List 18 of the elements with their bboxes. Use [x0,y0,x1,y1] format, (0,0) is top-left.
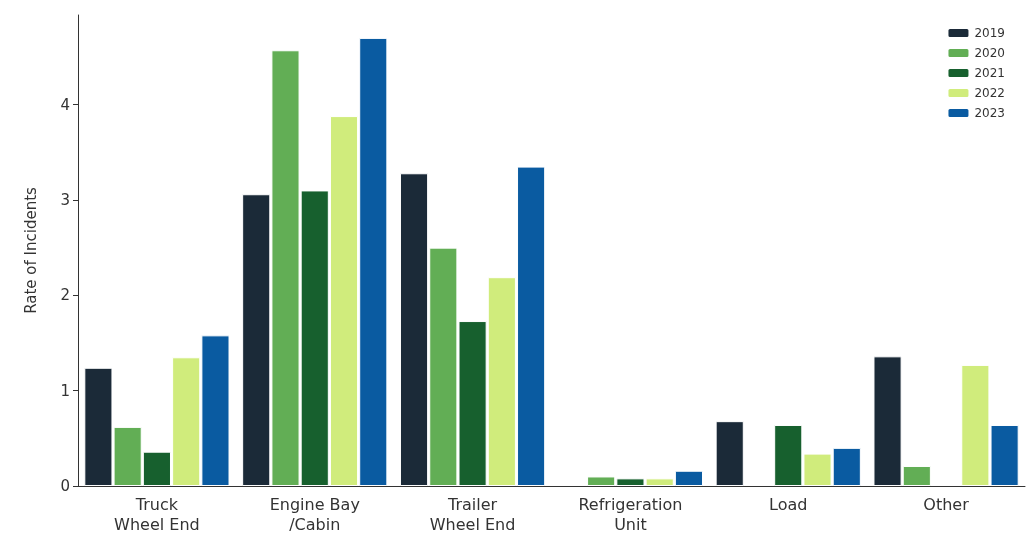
y-axis-title: Rate of Incidents [21,186,40,314]
y-tick-label: 4 [60,95,70,114]
y-tick-label: 0 [60,477,70,495]
y-tick-label: 3 [60,190,70,209]
x-tick-label: Refrigeration Unit [578,494,683,534]
x-tick-label: Other [923,494,970,514]
x-tick-label: Engine Bay /Cabin [269,494,360,534]
x-tick-label: Load [769,494,808,514]
legend-label: 2021 [974,66,1006,80]
legend-label: 2020 [974,46,1006,60]
legend-label: 2019 [974,26,1006,40]
y-tick-label: 1 [60,381,70,400]
legend-label: 2023 [974,106,1006,120]
y-tick-label: 2 [60,286,70,305]
x-tick-label: Truck Wheel End [114,494,200,534]
bar [715,421,744,486]
x-tick-label: Trailer Wheel End [429,494,516,534]
legend-label: 2022 [974,86,1006,100]
